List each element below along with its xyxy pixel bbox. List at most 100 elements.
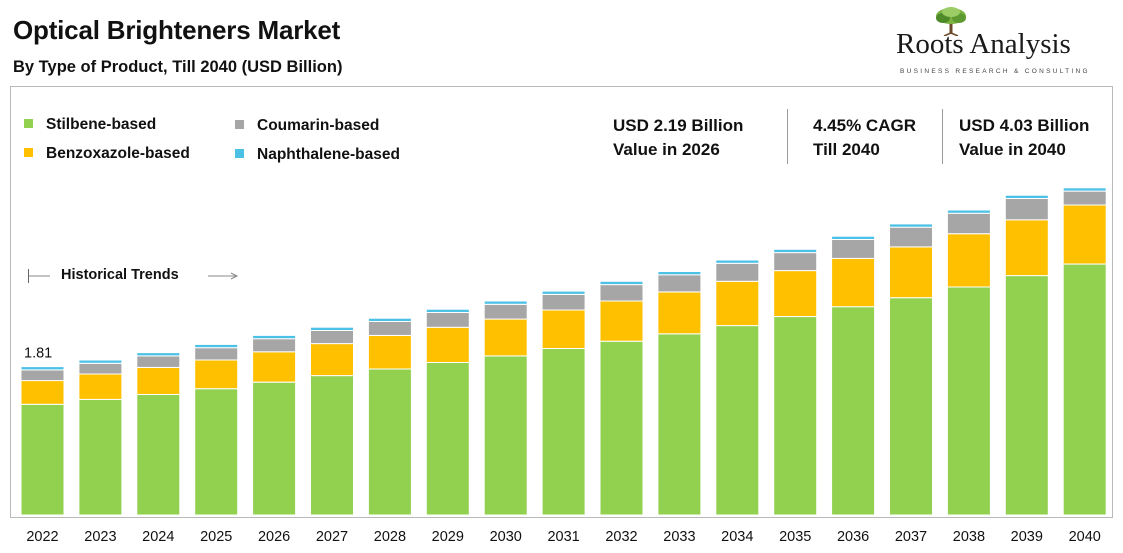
bar-segment-coumarin-based-2027 xyxy=(310,330,354,345)
bar-segment-naphthalene-based-2031 xyxy=(541,290,586,295)
bar-segment-stilbene-based-2037 xyxy=(889,297,933,516)
bar-segment-coumarin-based-2029 xyxy=(425,312,470,328)
logo-name: Roots Analysis xyxy=(896,28,1071,60)
kpi-divider xyxy=(942,109,943,164)
x-tick-label: 2029 xyxy=(432,529,464,545)
bar-segment-coumarin-based-2038 xyxy=(946,212,991,235)
bar-segment-benzoxazole-based-2031 xyxy=(541,309,586,349)
x-tick-label: 2033 xyxy=(663,529,695,545)
bar-segment-benzoxazole-based-2026 xyxy=(252,351,297,383)
bar-segment-coumarin-based-2025 xyxy=(194,347,239,361)
x-tick-label: 2025 xyxy=(200,529,232,545)
chart-title: Optical Brighteners Market xyxy=(13,15,341,45)
x-tick-label: 2026 xyxy=(258,529,290,545)
x-tick-label: 2038 xyxy=(953,529,985,545)
bar-segment-benzoxazole-based-2036 xyxy=(831,257,876,308)
bar-segment-naphthalene-based-2024 xyxy=(136,352,181,357)
bar-segment-naphthalene-based-2028 xyxy=(367,317,412,323)
bar-segment-coumarin-based-2028 xyxy=(367,321,412,336)
bar-segment-benzoxazole-based-2035 xyxy=(773,270,818,318)
bar-segment-coumarin-based-2035 xyxy=(773,252,818,272)
bar-segment-stilbene-based-2032 xyxy=(599,340,644,516)
bar-segment-stilbene-based-2027 xyxy=(310,375,354,516)
logo-tagline: BUSINESS RESEARCH & CONSULTING xyxy=(900,68,1090,75)
bar-segment-coumarin-based-2040 xyxy=(1062,190,1107,206)
x-tick-label: 2035 xyxy=(779,529,811,545)
bar-segment-coumarin-based-2023 xyxy=(78,362,123,375)
bar-segment-benzoxazole-based-2024 xyxy=(136,366,181,395)
bar-segment-coumarin-based-2031 xyxy=(541,293,586,311)
chart-subtitle: By Type of Product, Till 2040 (USD Billi… xyxy=(13,58,343,76)
legend-label: Benzoxazole-based xyxy=(46,145,190,162)
bar-segment-coumarin-based-2039 xyxy=(1004,198,1049,221)
bar-segment-stilbene-based-2030 xyxy=(483,355,528,516)
bar-segment-benzoxazole-based-2030 xyxy=(483,318,528,357)
bar-segment-stilbene-based-2035 xyxy=(773,316,818,516)
kpi-line: Till 2040 xyxy=(813,140,880,159)
bar-segment-naphthalene-based-2030 xyxy=(483,300,528,305)
bar-segment-naphthalene-based-2038 xyxy=(946,209,991,214)
legend-label: Naphthalene-based xyxy=(257,146,400,163)
bar-segment-coumarin-based-2036 xyxy=(831,239,876,259)
roots-analysis-logo: Roots Analysis BUSINESS RESEARCH & CONSU… xyxy=(893,6,1103,76)
bar-segment-naphthalene-based-2034 xyxy=(715,259,760,264)
bar-segment-stilbene-based-2036 xyxy=(831,306,876,516)
bar-segment-benzoxazole-based-2027 xyxy=(310,343,354,377)
x-tick-label: 2024 xyxy=(142,529,174,545)
chart-panel xyxy=(10,86,1113,518)
kpi-line: Value in 2040 xyxy=(959,140,1066,159)
bar-segment-benzoxazole-based-2029 xyxy=(425,326,470,364)
bar-segment-benzoxazole-based-2025 xyxy=(194,359,239,390)
legend-swatch-stilbene xyxy=(24,119,33,128)
bar-segment-benzoxazole-based-2023 xyxy=(78,373,123,400)
bar-segment-coumarin-based-2026 xyxy=(252,338,297,353)
bar-segment-stilbene-based-2023 xyxy=(78,398,123,516)
bar-segment-naphthalene-based-2023 xyxy=(78,359,123,364)
kpi-line: 4.45% CAGR xyxy=(813,116,916,135)
x-tick-label: 2034 xyxy=(721,529,753,545)
header: Optical Brighteners Market By Type of Pr… xyxy=(0,0,1123,86)
bar-segment-naphthalene-based-2022 xyxy=(20,366,65,371)
bar-segment-naphthalene-based-2037 xyxy=(889,223,933,228)
bar-segment-stilbene-based-2033 xyxy=(657,333,702,516)
bar-segment-naphthalene-based-2026 xyxy=(252,334,297,340)
bar-segment-benzoxazole-based-2034 xyxy=(715,280,760,327)
x-tick-label: 2028 xyxy=(374,529,406,545)
bar-segment-naphthalene-based-2027 xyxy=(310,326,354,332)
x-tick-label: 2036 xyxy=(837,529,869,545)
bar-segment-stilbene-based-2024 xyxy=(136,394,181,516)
bar-segment-naphthalene-based-2040 xyxy=(1062,187,1107,192)
bar-segment-benzoxazole-based-2028 xyxy=(367,334,412,370)
bar-segment-stilbene-based-2039 xyxy=(1004,275,1049,516)
bar-segment-coumarin-based-2032 xyxy=(599,284,644,302)
bar-segment-stilbene-based-2022 xyxy=(20,403,65,516)
bar-segment-coumarin-based-2034 xyxy=(715,262,760,282)
bar-segment-naphthalene-based-2035 xyxy=(773,248,818,254)
x-tick-label: 2037 xyxy=(895,529,927,545)
legend-label: Stilbene-based xyxy=(46,116,157,133)
historical-trends-arrow xyxy=(28,269,239,283)
bar-segment-benzoxazole-based-2022 xyxy=(20,380,65,405)
kpi-divider xyxy=(787,109,788,164)
x-tick-label: 2022 xyxy=(26,529,58,545)
bar-segment-naphthalene-based-2033 xyxy=(657,271,702,276)
legend-swatch-coumarin xyxy=(235,120,244,129)
bar-segment-coumarin-based-2033 xyxy=(657,274,702,293)
bar-segment-coumarin-based-2024 xyxy=(136,355,181,368)
bar-segment-coumarin-based-2030 xyxy=(483,303,528,320)
bar-segment-stilbene-based-2026 xyxy=(252,381,297,516)
bar-segment-naphthalene-based-2036 xyxy=(831,235,876,240)
kpi-line: USD 2.19 Billion xyxy=(613,116,744,135)
x-tick-label: 2023 xyxy=(84,529,116,545)
bar-segment-stilbene-based-2028 xyxy=(367,368,412,516)
bar-segment-naphthalene-based-2025 xyxy=(194,343,239,349)
legend-item-benzoxazole: Benzoxazole-based xyxy=(24,145,190,163)
bar-segment-stilbene-based-2029 xyxy=(425,362,470,516)
bar-segment-benzoxazole-based-2032 xyxy=(599,300,644,342)
kpi-value-2026: USD 2.19 Billion Value in 2026 xyxy=(613,114,743,162)
x-tick-label: 2030 xyxy=(490,529,522,545)
bar-segment-stilbene-based-2034 xyxy=(715,325,760,516)
kpi-cagr: 4.45% CAGR Till 2040 xyxy=(813,114,916,162)
bar-segment-stilbene-based-2038 xyxy=(946,286,991,516)
bar-segment-stilbene-based-2031 xyxy=(541,348,586,516)
